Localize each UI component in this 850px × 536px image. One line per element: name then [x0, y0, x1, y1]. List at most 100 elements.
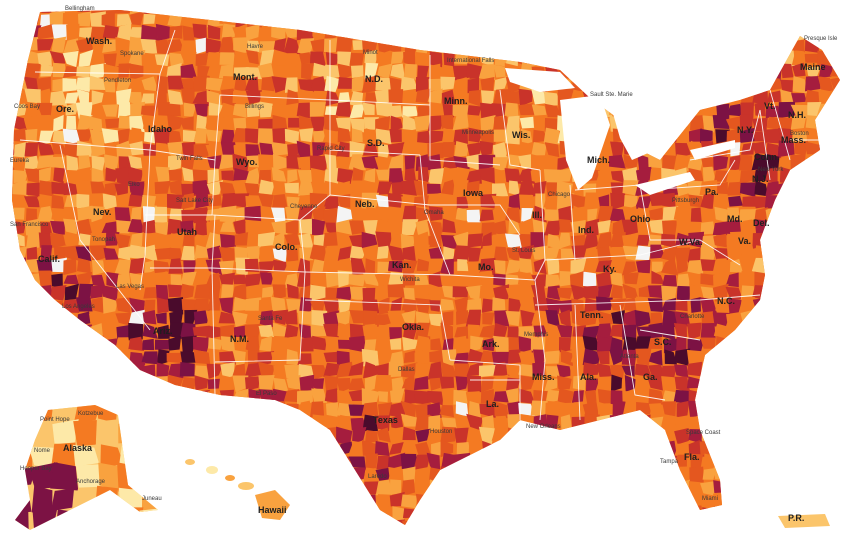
- county-region: [284, 336, 299, 354]
- county-region: [481, 454, 495, 471]
- county-region: [312, 92, 326, 106]
- city-label-wichita: Wichita: [400, 277, 420, 283]
- county-region: [545, 297, 562, 315]
- county-region: [130, 11, 145, 26]
- county-region: [480, 12, 496, 28]
- county-region: [843, 180, 850, 196]
- county-region: [89, 232, 105, 249]
- county-region: [559, 481, 573, 496]
- county-region: [452, 518, 469, 525]
- county-region: [634, 309, 651, 328]
- county-region: [154, 180, 171, 195]
- county-region: [76, 129, 94, 142]
- county-region: [440, 114, 454, 130]
- county-region: [440, 466, 456, 482]
- county-region: [91, 90, 104, 106]
- county-region: [375, 532, 391, 536]
- county-region: [258, 245, 275, 261]
- county-region: [311, 388, 328, 404]
- county-region: [792, 75, 808, 94]
- county-region: [312, 335, 327, 351]
- county-region: [323, 64, 340, 80]
- county-region: [505, 377, 521, 392]
- county-region: [453, 481, 468, 493]
- county-region: [647, 75, 664, 92]
- county-region: [845, 79, 850, 92]
- county-region: [792, 270, 808, 289]
- county-region: [582, 401, 599, 416]
- county-region: [54, 246, 67, 262]
- county-region: [531, 155, 546, 169]
- borough-region: [138, 507, 158, 530]
- county-region: [804, 53, 821, 63]
- city-label-new-york: New York: [758, 167, 784, 173]
- county-region: [106, 271, 119, 288]
- county-region: [141, 519, 159, 525]
- county-region: [714, 362, 731, 377]
- county-region: [207, 494, 222, 510]
- county-region: [156, 297, 169, 314]
- county-region: [92, 40, 106, 54]
- county-region: [558, 23, 573, 39]
- county-region: [764, 389, 783, 406]
- county-region: [38, 130, 54, 145]
- county-region: [467, 233, 484, 248]
- county-region: [233, 325, 249, 339]
- county-region: [25, 322, 40, 340]
- county-region: [219, 505, 236, 520]
- county-region: [142, 309, 157, 325]
- county-region: [466, 180, 480, 197]
- county-region: [64, 142, 79, 159]
- county-region: [12, 414, 16, 429]
- county-region: [169, 179, 184, 196]
- county-region: [779, 452, 795, 469]
- county-region: [545, 10, 559, 14]
- county-region: [493, 260, 506, 275]
- county-region: [674, 506, 691, 521]
- county-region: [23, 312, 40, 327]
- county-region: [102, 24, 119, 39]
- county-region: [571, 205, 587, 222]
- county-region: [116, 13, 132, 27]
- county-region: [803, 236, 819, 250]
- county-region: [819, 298, 833, 315]
- county-region: [388, 89, 404, 105]
- county-region: [570, 457, 587, 466]
- lake-superior: [505, 68, 575, 92]
- county-region: [687, 505, 705, 521]
- county-region: [635, 52, 653, 67]
- county-region: [271, 167, 287, 182]
- county-region: [766, 63, 783, 81]
- county-region: [128, 166, 144, 184]
- county-region: [273, 259, 289, 272]
- county-region: [545, 366, 560, 378]
- county-region: [323, 351, 339, 363]
- county-region: [662, 76, 675, 92]
- county-region: [830, 353, 840, 365]
- county-region: [817, 10, 834, 28]
- county-region: [778, 440, 796, 457]
- county-region: [257, 401, 275, 414]
- county-region: [220, 219, 236, 233]
- county-region: [39, 298, 54, 313]
- county-region: [777, 296, 794, 315]
- county-region: [819, 261, 834, 275]
- county-region: [77, 271, 93, 286]
- county-region: [89, 219, 104, 237]
- county-region: [648, 153, 663, 169]
- county-region: [416, 258, 430, 272]
- county-region: [804, 10, 821, 29]
- county-region: [491, 233, 506, 249]
- county-region: [219, 439, 235, 457]
- county-region: [791, 427, 807, 444]
- county-region: [635, 440, 651, 456]
- county-region: [415, 207, 432, 224]
- county-region: [169, 10, 183, 13]
- county-region: [245, 403, 259, 416]
- county-region: [584, 297, 599, 313]
- county-region: [101, 128, 120, 144]
- county-region: [803, 413, 820, 431]
- county-region: [0, 105, 12, 120]
- county-region: [557, 299, 574, 314]
- county-region: [596, 350, 610, 365]
